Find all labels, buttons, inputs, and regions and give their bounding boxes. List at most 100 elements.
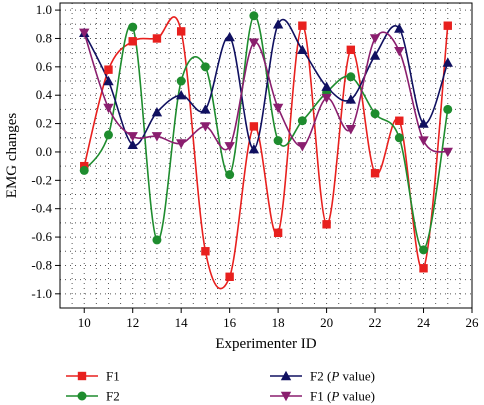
x-tick-label: 20	[320, 315, 333, 330]
y-tick-label: 0.6	[36, 59, 53, 74]
data-point-series-2	[346, 72, 356, 82]
series-line-1	[83, 16, 449, 290]
x-tick-label: 10	[78, 315, 91, 330]
data-point-series-2	[200, 62, 210, 72]
legend-marker-4	[280, 391, 292, 402]
data-point-series-1	[298, 21, 307, 30]
y-tick-label: -1.0	[31, 286, 52, 301]
data-point-series-4	[103, 103, 114, 114]
data-point-series-3	[345, 94, 357, 104]
data-point-series-2	[249, 11, 259, 21]
data-point-series-3	[272, 19, 284, 29]
data-point-series-4	[442, 147, 453, 158]
x-tick-label: 24	[417, 315, 431, 330]
data-point-series-3	[297, 44, 308, 55]
data-point-series-2	[152, 235, 162, 245]
series-line-2	[83, 14, 449, 251]
data-point-series-4	[272, 103, 284, 114]
y-tick-label: -0.6	[31, 229, 52, 244]
data-point-series-2	[297, 116, 307, 126]
data-point-series-1	[395, 116, 404, 125]
data-point-series-3	[394, 23, 405, 33]
data-point-series-2	[79, 165, 89, 175]
data-point-series-2	[394, 133, 404, 143]
data-point-series-1	[370, 169, 380, 178]
data-point-series-1	[201, 247, 210, 256]
data-point-series-2	[176, 76, 186, 86]
y-tick-label: 1.0	[36, 2, 52, 17]
data-point-series-4	[200, 122, 211, 132]
data-point-series-4	[394, 47, 405, 57]
data-point-series-1	[128, 37, 137, 46]
y-tick-label: 0.4	[36, 87, 53, 102]
legend-marker-1	[77, 371, 87, 381]
y-tick-label: -0.2	[31, 172, 52, 187]
data-point-series-4	[345, 125, 357, 135]
data-point-series-3	[224, 31, 235, 42]
data-point-series-1	[346, 45, 356, 55]
y-axis-title: EMG changes	[4, 113, 20, 199]
data-point-series-4	[418, 136, 429, 146]
x-tick-label: 12	[126, 315, 139, 330]
data-point-series-4	[224, 142, 235, 152]
data-point-series-2	[128, 22, 138, 32]
legend-marker-3	[280, 370, 292, 381]
data-point-series-1	[104, 65, 113, 74]
x-tick-label: 16	[223, 315, 237, 330]
data-point-series-2	[370, 109, 380, 119]
x-tick-label: 18	[272, 315, 285, 330]
data-point-series-4	[297, 142, 308, 152]
data-point-series-3	[442, 57, 453, 67]
y-tick-label: 0.2	[36, 116, 52, 131]
data-point-series-1	[152, 34, 162, 43]
data-point-series-4	[321, 93, 332, 104]
legend-label-2: F2	[106, 389, 120, 404]
data-point-series-3	[321, 81, 332, 91]
legend: F1 F2 F2 (P value) F1 (P value)	[66, 369, 375, 404]
data-point-series-1	[419, 264, 428, 273]
data-point-series-3	[200, 104, 211, 114]
data-point-series-3	[175, 90, 187, 100]
data-point-series-4	[248, 38, 260, 48]
data-point-series-4	[79, 28, 90, 38]
data-point-series-1	[249, 122, 259, 131]
data-point-series-1	[176, 27, 186, 36]
data-point-series-3	[248, 143, 260, 154]
data-point-series-1	[322, 220, 331, 229]
y-tick-label: 0.8	[36, 30, 52, 45]
data-point-series-3	[127, 139, 138, 150]
legend-label-1: F1	[106, 369, 120, 384]
data-point-series-3	[418, 118, 429, 128]
x-axis-title: Experimenter ID	[215, 336, 316, 352]
data-point-series-4	[175, 139, 187, 149]
series-line-3	[83, 18, 449, 150]
plot-area-frame	[59, 2, 473, 309]
legend-marker-2	[77, 391, 87, 401]
x-tick-label: 26	[466, 315, 480, 330]
data-point-series-2	[103, 130, 113, 140]
y-tick-label: 0.0	[36, 144, 52, 159]
data-point-series-2	[273, 136, 283, 146]
data-point-series-4	[151, 132, 163, 142]
data-point-series-2	[225, 170, 235, 180]
series-markers	[79, 11, 453, 281]
data-point-series-1	[273, 228, 283, 238]
series-line-4	[83, 31, 449, 153]
y-tick-label: -0.8	[31, 257, 52, 272]
x-tick-label: 14	[175, 315, 189, 330]
data-point-series-3	[369, 50, 381, 60]
data-point-series-3	[103, 75, 114, 86]
data-point-series-2	[443, 104, 453, 114]
axis-ticks: 10 12 14 16 18 20 22 24 26 -1.0 -0.8 -0.6 -0.4 -0.2 0.…	[31, 2, 479, 330]
x-tick-label: 22	[369, 315, 382, 330]
data-point-series-3	[151, 107, 163, 117]
legend-label-4: F1 (P value)	[310, 389, 375, 404]
legend-label-3: F2 (P value)	[310, 369, 375, 384]
data-point-series-1	[443, 21, 452, 30]
data-point-series-2	[419, 245, 429, 255]
data-point-series-4	[369, 34, 381, 44]
data-point-series-4	[127, 132, 138, 142]
data-point-series-1	[225, 272, 234, 281]
y-tick-label: -0.4	[31, 201, 52, 216]
